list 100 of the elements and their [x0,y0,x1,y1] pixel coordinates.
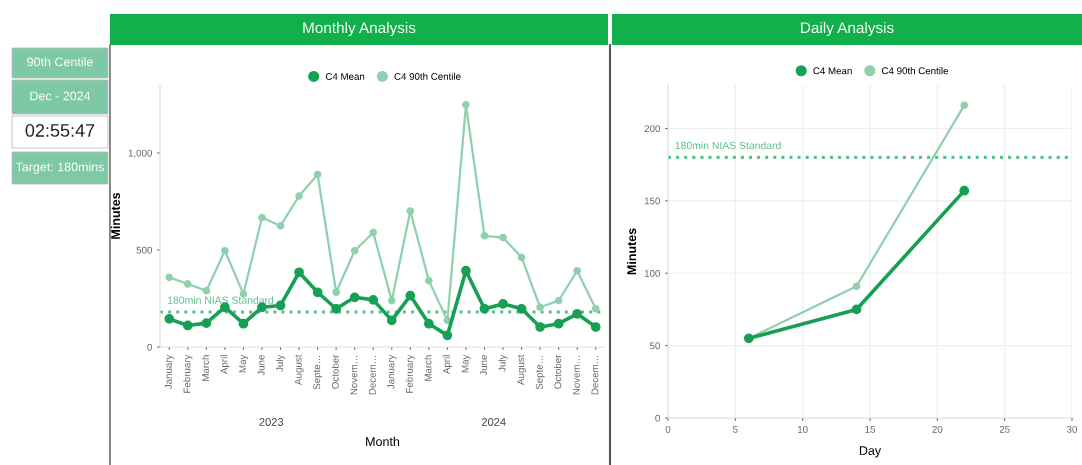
point [498,299,508,309]
text: Target: 180mins [15,162,105,174]
text: Dec - 2024 [30,91,91,101]
x-tick-label: 25 [999,425,1010,433]
point [423,318,434,329]
point [590,322,601,332]
point [462,100,470,109]
point [238,318,249,329]
point [851,304,862,315]
point [442,330,453,341]
point [386,315,397,326]
point [516,303,527,314]
point [479,303,490,314]
point [387,296,396,305]
point [959,185,970,196]
point [406,207,415,215]
x-tick-label: 5 [733,426,738,433]
point [480,231,489,240]
point [331,303,342,314]
point [312,287,323,298]
point [183,280,192,288]
x-axis-title: Day [859,446,882,458]
x-tick-label: May [461,354,471,373]
x-tick-label: May [239,354,248,373]
x-tick-label: Decem… [369,355,376,395]
point [553,318,564,329]
x-tick-label: 0 [665,425,671,433]
y-tick-label: 0 [655,414,660,422]
text: 02:55:47 [25,124,95,137]
legend-label: C4 90th Centile [394,72,461,80]
legend-label: C4 90th Centile [881,67,949,75]
x-tick-label: June [480,355,488,376]
x-tick-label: 10 [798,425,808,433]
x-tick-label: Novem… [350,355,358,395]
legend-label: C4 Mean [813,67,852,75]
point [405,290,416,301]
point [572,308,583,319]
x-tick-label: March [201,355,209,381]
y-tick-label: 50 [649,342,660,350]
y-tick-label: 0 [147,343,152,351]
point [165,273,174,282]
x-tick-label: January [387,354,397,390]
y-tick-label: 150 [644,197,660,205]
x-tick-label: Novem… [573,355,580,395]
point [350,246,359,255]
x-tick-label: February [183,354,193,393]
x-tick-label: July [275,354,286,372]
x-tick-label: Septe… [313,355,323,390]
text: 2024 [481,418,506,426]
x-tick-label: July [498,354,508,372]
y-tick-label: 100 [644,269,660,277]
x-tick-label: February [405,354,415,393]
point [425,276,433,285]
point [294,267,304,278]
x-tick-label: August [294,354,304,385]
point [202,286,211,295]
ref-line-label: 180min NIAS Standard [168,296,274,304]
point [517,253,526,262]
point [332,288,340,297]
point [554,296,563,305]
text: 2023 [259,418,284,426]
point [276,222,285,230]
y-tick-label: 200 [644,125,660,133]
chart-title: Monthly Analysis [303,21,416,37]
x-tick-label: June [257,355,265,376]
point [499,233,507,242]
point [295,192,303,200]
x-tick-label: August [517,354,527,385]
legend-label: C4 Mean [325,73,365,80]
x-tick-label: 20 [932,425,943,433]
x-tick-label: 15 [865,426,875,433]
point [258,213,266,222]
x-tick-label: October [554,354,562,389]
x-axis-title: Month [366,436,400,446]
y-axis-title: Minutes [626,228,637,275]
x-tick-label: 30 [1066,425,1078,433]
point [960,101,969,110]
point [573,266,582,275]
y-tick-label: 500 [136,246,152,254]
point [164,313,175,324]
point [368,294,379,305]
ref-line-label: 180min NIAS Standard [675,141,781,150]
point [313,170,322,179]
point [369,228,378,237]
text: 90th Centile [27,57,93,67]
x-tick-label: October [331,354,339,389]
point [182,320,193,331]
point [349,292,360,303]
y-axis-title: Minutes [110,192,121,239]
x-tick-label: January [165,354,174,390]
point [536,303,544,312]
x-tick-label: April [442,355,452,375]
point [535,322,545,332]
x-tick-label: April [220,355,230,375]
point [201,318,212,328]
x-tick-label: March [424,355,432,381]
point [591,304,600,313]
y-tick-label: 1,000 [128,149,152,158]
point [275,300,286,311]
x-tick-label: Decem… [591,355,599,395]
